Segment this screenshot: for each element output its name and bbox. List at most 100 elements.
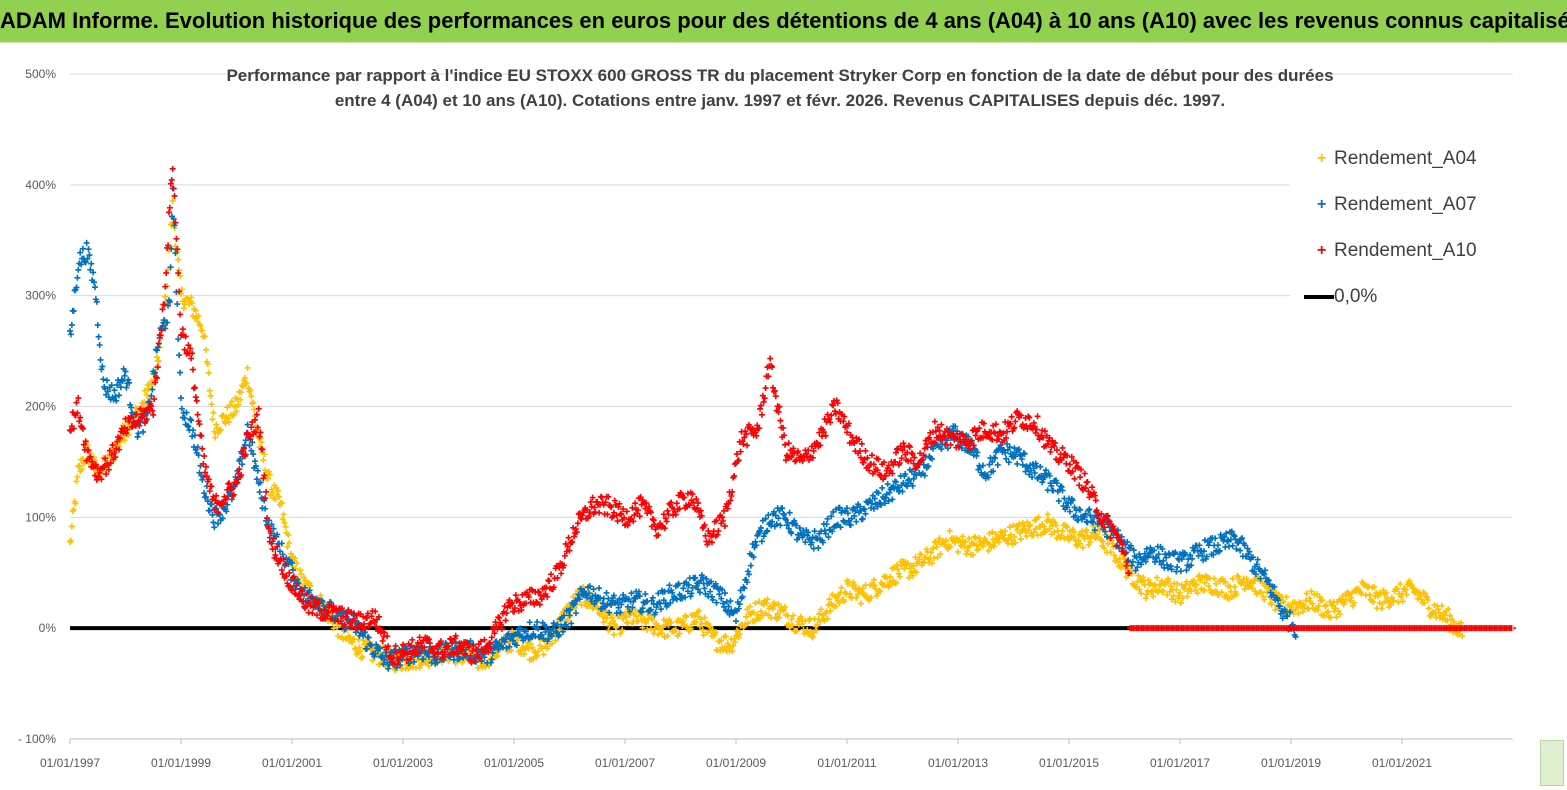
data-point xyxy=(598,494,605,501)
data-point xyxy=(574,520,581,527)
data-point xyxy=(1014,460,1021,467)
data-point xyxy=(538,631,545,638)
data-point xyxy=(481,654,488,661)
data-point xyxy=(639,624,646,631)
data-point xyxy=(696,607,702,614)
data-point xyxy=(877,588,884,595)
data-point xyxy=(616,500,623,507)
data-point xyxy=(1444,617,1451,624)
data-point xyxy=(673,500,680,507)
data-point xyxy=(918,551,924,558)
data-point xyxy=(1303,590,1310,597)
data-point xyxy=(1417,592,1424,599)
data-point xyxy=(758,538,765,545)
data-point xyxy=(1066,461,1073,468)
data-point xyxy=(619,627,626,634)
data-point xyxy=(79,245,86,252)
data-point xyxy=(888,581,895,588)
data-point xyxy=(773,521,780,528)
data-point xyxy=(716,591,723,598)
data-point xyxy=(1241,586,1248,593)
data-point xyxy=(659,630,665,637)
data-point xyxy=(1107,549,1114,556)
data-point xyxy=(188,294,195,301)
data-point xyxy=(434,659,441,666)
data-point xyxy=(775,601,782,608)
legend-item-zero: 0,0% xyxy=(1290,282,1377,312)
data-point xyxy=(566,612,573,619)
data-point xyxy=(170,215,177,222)
data-point xyxy=(1258,589,1265,596)
data-point xyxy=(1026,523,1033,530)
data-point xyxy=(294,576,301,583)
data-point xyxy=(73,478,80,485)
data-point xyxy=(248,447,255,454)
data-point xyxy=(648,615,655,622)
data-point xyxy=(276,548,283,555)
data-point xyxy=(862,447,869,454)
data-point xyxy=(257,479,264,486)
data-point xyxy=(696,589,703,596)
data-point xyxy=(1051,529,1058,536)
data-point xyxy=(1047,448,1054,455)
data-point xyxy=(248,393,255,400)
data-point xyxy=(1315,602,1322,609)
data-point xyxy=(199,327,206,334)
data-point xyxy=(1279,598,1286,605)
data-point xyxy=(1177,568,1184,575)
data-point xyxy=(975,545,982,552)
data-point xyxy=(763,528,770,535)
data-point xyxy=(827,607,834,614)
data-point xyxy=(1402,586,1409,593)
data-point xyxy=(933,544,940,551)
data-point xyxy=(1059,527,1066,534)
data-point xyxy=(125,376,132,383)
data-point xyxy=(785,525,792,532)
data-point xyxy=(1140,574,1146,581)
data-point xyxy=(845,578,852,585)
data-point xyxy=(1199,574,1206,581)
data-point xyxy=(815,544,822,551)
data-point xyxy=(1026,414,1033,421)
data-point xyxy=(956,537,963,544)
data-point xyxy=(664,507,671,514)
data-point xyxy=(179,326,186,333)
data-point xyxy=(185,423,192,430)
data-point xyxy=(571,601,578,608)
data-point xyxy=(650,630,657,637)
data-point xyxy=(1260,593,1267,600)
data-point xyxy=(1348,594,1355,601)
data-point xyxy=(961,543,968,550)
data-point xyxy=(597,493,604,500)
data-point xyxy=(494,653,501,660)
data-point xyxy=(754,611,761,618)
data-point xyxy=(572,610,579,617)
data-point xyxy=(96,342,103,349)
data-point xyxy=(335,633,342,640)
data-point xyxy=(392,642,399,649)
data-point xyxy=(517,625,524,632)
data-point xyxy=(222,420,229,427)
data-point xyxy=(708,578,715,585)
data-point xyxy=(379,638,386,645)
data-point xyxy=(542,628,549,635)
data-point xyxy=(666,582,673,589)
data-point xyxy=(1347,597,1354,604)
data-point xyxy=(667,600,674,607)
data-point xyxy=(228,398,235,405)
data-point xyxy=(1077,540,1084,547)
data-point xyxy=(244,364,251,371)
data-point xyxy=(745,571,752,578)
data-point xyxy=(833,594,840,601)
data-point xyxy=(352,646,359,653)
data-point xyxy=(216,427,223,434)
data-point xyxy=(227,402,234,409)
data-point xyxy=(148,392,155,399)
data-point xyxy=(610,592,617,599)
data-point xyxy=(183,409,190,416)
data-point xyxy=(201,490,208,497)
data-point xyxy=(1422,590,1429,597)
data-point xyxy=(609,614,616,621)
data-point xyxy=(77,249,84,256)
data-point xyxy=(116,392,123,399)
